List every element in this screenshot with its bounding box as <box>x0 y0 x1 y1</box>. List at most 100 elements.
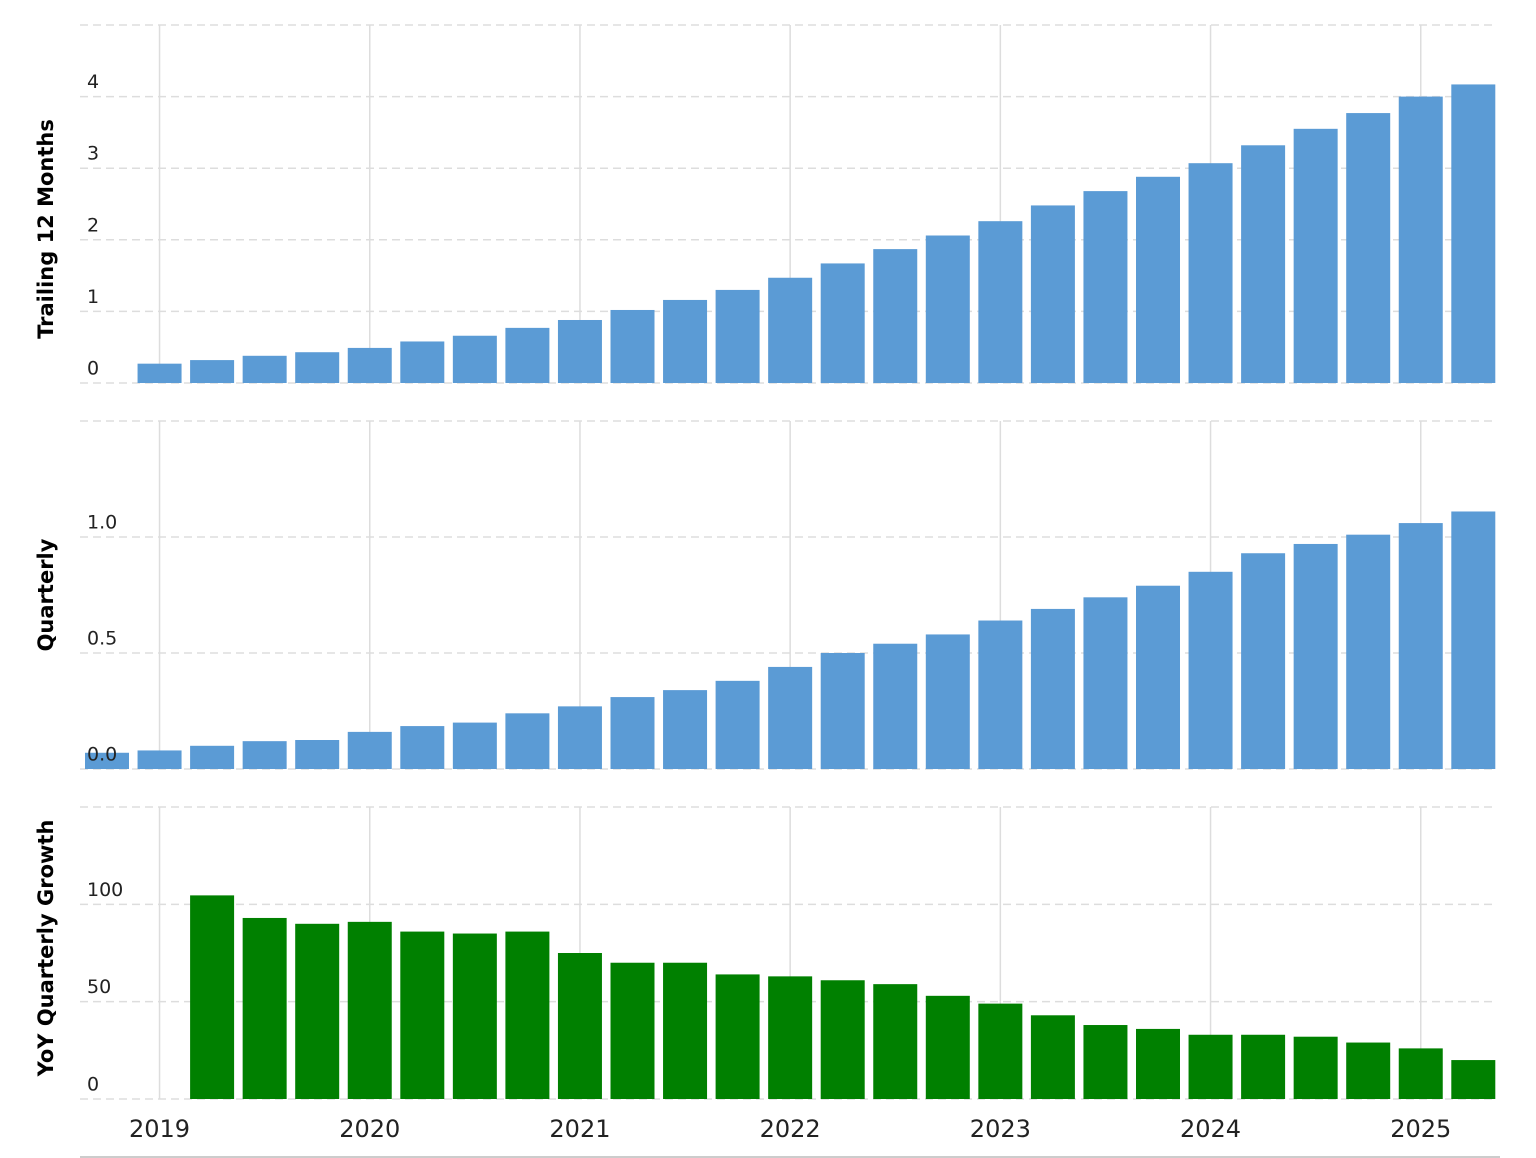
bar <box>557 953 602 1099</box>
bar <box>1293 543 1338 769</box>
bar <box>505 931 550 1099</box>
bar <box>820 653 865 769</box>
bar <box>557 706 602 769</box>
bar <box>295 352 340 383</box>
y-tick-label: 0.5 <box>87 628 117 650</box>
bar <box>242 917 287 1099</box>
x-tick-label: 2024 <box>1180 1115 1241 1143</box>
y-tick-label: 0 <box>87 358 99 380</box>
bar <box>978 620 1023 769</box>
y-tick-label: 0 <box>87 1074 99 1096</box>
bar <box>1083 191 1128 383</box>
bar <box>1030 1015 1075 1099</box>
bar <box>190 360 235 383</box>
bar <box>873 984 918 1099</box>
bar <box>347 731 392 769</box>
bar <box>610 309 655 383</box>
bar <box>85 752 129 769</box>
bar <box>347 347 392 383</box>
bar <box>1398 523 1443 769</box>
y-tick-label: 1 <box>87 286 99 308</box>
bar <box>242 355 287 383</box>
bar <box>137 750 182 769</box>
x-tick-label: 2022 <box>760 1115 821 1143</box>
bar <box>925 634 970 769</box>
x-tick-label: 2021 <box>549 1115 610 1143</box>
bar <box>1030 608 1075 769</box>
bar <box>820 263 865 383</box>
y-tick-label: 3 <box>87 143 99 165</box>
y-tick-label: 4 <box>87 71 99 93</box>
bar <box>663 690 708 769</box>
bar <box>1293 128 1338 383</box>
bar <box>1030 205 1075 383</box>
bar <box>1293 1036 1338 1099</box>
bar <box>925 995 970 1099</box>
y-tick-label: 100 <box>87 879 123 901</box>
bar <box>1188 571 1233 769</box>
bar <box>400 341 445 383</box>
bar <box>452 933 497 1099</box>
bar <box>610 697 655 769</box>
bar <box>1398 96 1443 383</box>
bar <box>978 221 1023 383</box>
x-tick-label: 2019 <box>129 1115 190 1143</box>
y-axis-title: YoY Quarterly Growth <box>34 820 58 1078</box>
bar <box>715 289 760 383</box>
bar <box>768 277 813 383</box>
bar <box>452 722 497 769</box>
bar <box>1241 553 1286 769</box>
bar <box>820 980 865 1099</box>
bar <box>1188 1034 1233 1099</box>
bar <box>505 713 550 769</box>
x-tick-label: 2025 <box>1390 1115 1451 1143</box>
bar <box>347 921 392 1099</box>
y-axis-title: Quarterly <box>34 538 58 651</box>
bar <box>137 363 182 383</box>
bar <box>663 299 708 383</box>
bar <box>978 1003 1023 1099</box>
y-tick-label: 50 <box>87 976 111 998</box>
y-tick-label: 2 <box>87 214 99 236</box>
bar <box>1451 84 1496 383</box>
bar <box>610 962 655 1099</box>
bar <box>400 931 445 1099</box>
bar <box>1346 113 1391 384</box>
bar <box>190 745 235 769</box>
bar <box>452 335 497 383</box>
bar <box>400 726 445 769</box>
bar <box>1083 1025 1128 1099</box>
bar <box>1451 1060 1496 1099</box>
y-tick-label: 1.0 <box>87 512 117 534</box>
bar <box>295 923 340 1099</box>
bar <box>925 235 970 383</box>
bar <box>1451 511 1496 769</box>
bar <box>1136 1028 1180 1099</box>
bar <box>1346 1042 1391 1099</box>
y-tick-label: 0.0 <box>87 744 117 766</box>
x-tick-label: 2020 <box>339 1115 400 1143</box>
bar <box>295 740 340 769</box>
bar <box>873 643 918 769</box>
bar <box>663 962 708 1099</box>
bar <box>1241 1034 1286 1099</box>
bar <box>1241 145 1286 383</box>
bar <box>768 666 813 769</box>
bar <box>1136 585 1180 769</box>
bar <box>1136 176 1180 383</box>
bar <box>505 327 550 383</box>
bar <box>557 319 602 383</box>
y-axis-title: Trailing 12 Months <box>34 119 58 339</box>
bar <box>242 741 287 769</box>
bar <box>1398 1048 1443 1099</box>
bar <box>715 974 760 1099</box>
bar <box>1188 163 1233 383</box>
bar <box>873 249 918 383</box>
bar <box>190 895 235 1099</box>
bar <box>715 680 760 769</box>
bar <box>1083 597 1128 769</box>
bar <box>1346 534 1391 769</box>
x-tick-label: 2023 <box>970 1115 1031 1143</box>
bar <box>768 976 813 1099</box>
